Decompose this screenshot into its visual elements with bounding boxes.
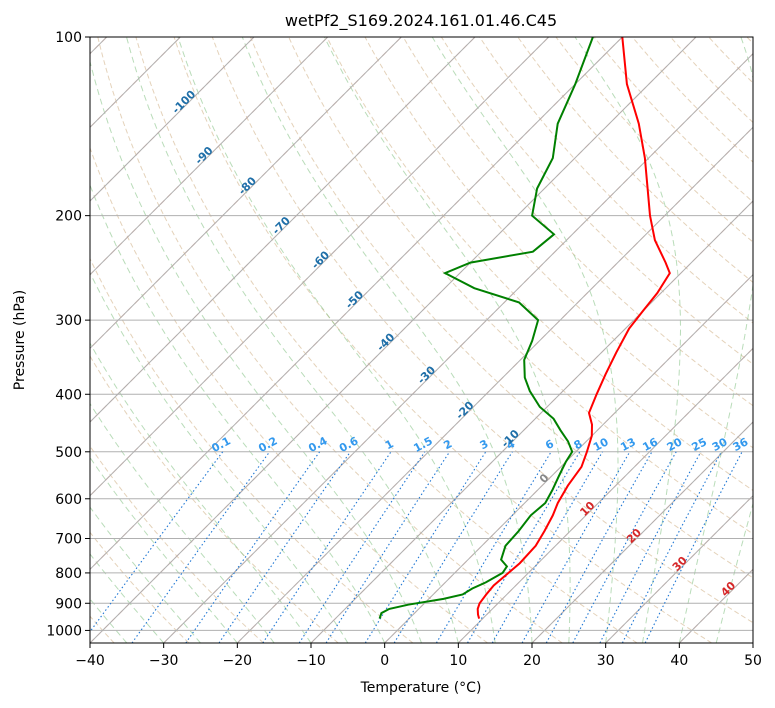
x-tick-label: −10 [296,653,326,669]
moist-adiabat-line [90,402,275,643]
dry-adiabat-line [173,37,712,643]
mixing-ratio-line [185,451,321,643]
isotherm-grid-line [90,37,697,643]
mixing-ratio-line [131,451,271,643]
dry-adiabat-line [97,37,563,643]
dry-adiabat-line [90,257,414,643]
y-tick-label: 200 [55,209,82,225]
mixing-ratio-line [545,451,653,643]
x-tick-label: 40 [670,653,688,669]
mixing-ratio-label: 25 [689,435,709,454]
mixing-ratio-line [467,451,581,643]
y-tick-label: 500 [55,445,82,461]
profile-line [378,37,594,619]
mixing-ratio-label: 13 [618,435,638,454]
mixing-ratio-line [521,451,631,643]
isotherm-grid-line [90,37,255,202]
mixing-ratio-label: 36 [731,435,751,454]
y-tick-label: 400 [55,387,82,403]
y-tick-label: 700 [55,532,82,548]
mixing-ratio-line [572,451,677,643]
moist-adiabat-line [177,37,496,643]
mixing-ratio-line [435,451,552,643]
dry-adiabat-line [593,37,753,203]
profile-line [476,37,671,619]
x-tick-label: 0 [380,653,389,669]
mixing-ratio-line [393,451,513,643]
axes: −40 −30 −20 −10 0 10 20 30 40 50 100 200 300 400 500 60… [46,30,762,669]
y-axis-title: Pressure (hPa) [12,290,28,390]
plot-area [90,37,753,643]
isotherm-grid-line [384,273,753,643]
moist-adiabat-line [678,37,753,643]
y-tick-label: 300 [55,313,82,329]
mixing-ratio-label: 30 [710,435,730,454]
isotherm-grid-line [90,37,550,497]
dry-adiabat-line [90,146,488,643]
x-tick-label: 20 [523,653,541,669]
moist-adiabat-line [323,37,571,643]
y-tick-label: 100 [55,30,82,46]
dry-adiabat-line [211,37,753,624]
x-tick-label: 10 [449,653,467,669]
y-tick-label: 1000 [46,623,82,639]
moist-adiabat-line [90,271,349,643]
dry-adiabat-line [326,37,753,492]
x-tick-label: −20 [223,653,253,669]
dry-adiabat-line [135,37,638,643]
dry-adiabat-line [90,355,339,643]
x-tick-label: 50 [744,653,762,669]
x-axis-title: Temperature (°C) [360,680,482,696]
chart-title: wetPf2_S169.2024.161.01.46.C45 [285,11,557,31]
moist-adiabat-line [90,59,422,643]
moist-adiabat-line [90,506,201,643]
moist-adiabat-line [574,37,681,643]
mixing-ratio-label: 10 [591,435,611,454]
dry-adiabat-line [402,37,753,407]
mixing-ratio-label: 16 [640,435,660,454]
moist-adiabat-line [241,37,533,643]
dry-adiabat-line [288,37,753,535]
y-tick-label: 600 [55,492,82,508]
y-tick-label: 900 [55,596,82,612]
dry-adiabat-line [517,37,753,283]
isotherm-grid-line [90,37,476,423]
isotherm-grid-line [531,421,753,643]
mixing-ratio-label: 20 [665,435,685,454]
isotherm-grid-line [90,37,329,276]
isotherm-grid-line [236,126,753,643]
mixing-ratio-line [491,451,603,643]
y-tick-label: 800 [55,566,82,582]
isotherm-grid-line [310,200,753,643]
isotherm-grid-line [163,52,753,643]
moist-adiabat-line [715,501,753,643]
dry-adiabat-line [90,531,190,643]
moist-adiabat-line [90,183,386,643]
moist-adiabat-line [90,456,238,643]
mixing-ratio-line [218,451,351,643]
mixing-ratio-line [325,451,451,643]
isotherm-grid-line [457,347,753,643]
isotherm-grid-line [90,37,402,350]
x-tick-label: −40 [75,653,105,669]
isotherm-grid-line [90,37,623,571]
dry-adiabat-line [364,37,753,449]
x-tick-label: −30 [149,653,179,669]
moist-adiabat-line [431,37,619,643]
plot-frame [89,36,754,644]
isotherm-grid-line [605,494,753,643]
x-tick-label: 30 [597,653,615,669]
